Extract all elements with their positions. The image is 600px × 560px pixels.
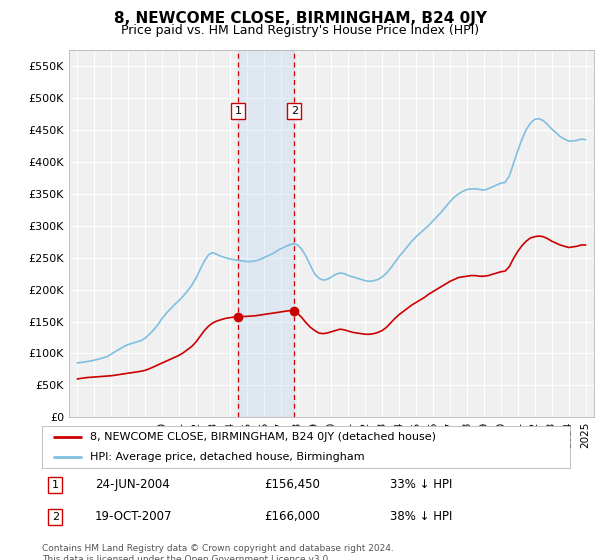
Text: 19-OCT-2007: 19-OCT-2007 [95,510,172,524]
Text: Contains HM Land Registry data © Crown copyright and database right 2024.
This d: Contains HM Land Registry data © Crown c… [42,544,394,560]
Text: Price paid vs. HM Land Registry's House Price Index (HPI): Price paid vs. HM Land Registry's House … [121,24,479,36]
Text: £166,000: £166,000 [264,510,320,524]
Text: 38% ↓ HPI: 38% ↓ HPI [391,510,453,524]
Text: 1: 1 [52,480,59,490]
Text: £156,450: £156,450 [264,478,320,492]
Bar [238,50,294,417]
Text: HPI: Average price, detached house, Birmingham: HPI: Average price, detached house, Birm… [89,452,364,462]
Text: 8, NEWCOME CLOSE, BIRMINGHAM, B24 0JY: 8, NEWCOME CLOSE, BIRMINGHAM, B24 0JY [113,11,487,26]
Text: 24-JUN-2004: 24-JUN-2004 [95,478,170,492]
Text: 2: 2 [52,512,59,522]
Text: 8, NEWCOME CLOSE, BIRMINGHAM, B24 0JY (detached house): 8, NEWCOME CLOSE, BIRMINGHAM, B24 0JY (d… [89,432,436,442]
Text: 33% ↓ HPI: 33% ↓ HPI [391,478,453,492]
Text: 2: 2 [290,106,298,116]
Text: 1: 1 [235,106,242,116]
